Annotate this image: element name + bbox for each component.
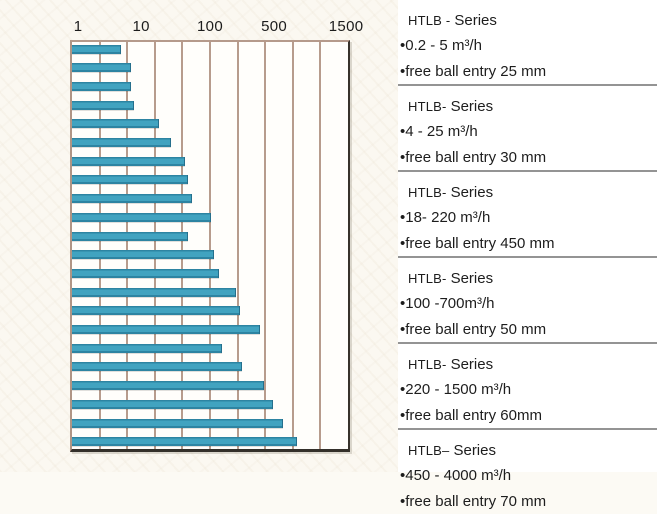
flow-range-bar (72, 101, 134, 110)
series-word: Series (451, 98, 494, 115)
flow-range-bar (72, 325, 260, 334)
flow-range-bar (72, 157, 185, 166)
flow-range-bar (72, 419, 283, 428)
pump-selection-figure: 1 10 100 500 1500 HTLB - Series •0.2 - 5 m³/h… (0, 0, 657, 472)
x-axis-tick-label: 500 (261, 18, 287, 35)
series-heading: HTLB- Series (408, 352, 657, 377)
flow-range-bar (72, 400, 273, 409)
ball-entry: •free ball entry 450 mm (400, 231, 657, 257)
flow-range-bar (72, 437, 297, 446)
series-heading: HTLB- Series (408, 180, 657, 205)
flow-range: •0.2 - 5 m³/h (400, 33, 657, 59)
series-code: HTLB- (408, 99, 447, 114)
series-block-1: HTLB - Series •0.2 - 5 m³/h •free ball en… (398, 0, 657, 86)
x-axis-tick-label: 10 (132, 18, 149, 35)
series-block-6: HTLB– Series •450 - 4000 m³/h •free ball … (398, 430, 657, 514)
flow-range-bar (72, 288, 236, 297)
series-heading: HTLB - Series (408, 8, 657, 33)
series-word: Series (454, 12, 497, 29)
flow-range-bar (72, 269, 219, 278)
ball-entry: •free ball entry 70 mm (400, 489, 657, 514)
x-axis-tick-label: 1500 (329, 18, 364, 35)
flow-range: •450 - 4000 m³/h (400, 463, 657, 489)
flow-range: •4 - 25 m³/h (400, 119, 657, 145)
flow-range-bar (72, 232, 188, 241)
series-block-5: HTLB- Series •220 - 1500 m³/h •free ball … (398, 344, 657, 430)
series-word: Series (451, 270, 494, 287)
x-axis-tick-label: 100 (197, 18, 223, 35)
gridline (319, 42, 321, 449)
series-code: HTLB- (408, 357, 447, 372)
series-heading: HTLB– Series (408, 438, 657, 463)
flow-range-bar (72, 344, 222, 353)
series-heading: HTLB- Series (408, 94, 657, 119)
series-block-4: HTLB- Series •100 -700m³/h •free ball ent… (398, 258, 657, 344)
flow-range-bar (72, 362, 242, 371)
ball-entry: •free ball entry 25 mm (400, 59, 657, 85)
series-block-3: HTLB- Series •18- 220 m³/h •free ball ent… (398, 172, 657, 258)
flow-range-bar (72, 381, 264, 390)
series-block-2: HTLB- Series •4 - 25 m³/h •free ball entr… (398, 86, 657, 172)
series-word: Series (451, 184, 494, 201)
series-code: HTLB- (408, 185, 447, 200)
flow-range-bar (72, 63, 131, 72)
flow-range-bar (72, 45, 121, 54)
flow-range-bar (72, 306, 240, 315)
ball-entry: •free ball entry 30 mm (400, 145, 657, 171)
plot-area (70, 40, 350, 452)
series-heading: HTLB- Series (408, 266, 657, 291)
flow-range-bar (72, 213, 211, 222)
series-code: HTLB - (408, 13, 450, 28)
flow-range: •220 - 1500 m³/h (400, 377, 657, 403)
series-word: Series (451, 356, 494, 373)
gridline (264, 42, 266, 449)
x-axis-tick-label: 1 (74, 18, 83, 35)
flow-range-bar (72, 194, 192, 203)
series-code: HTLB– (408, 443, 449, 458)
flow-range: •18- 220 m³/h (400, 205, 657, 231)
series-code: HTLB- (408, 271, 447, 286)
gridline (292, 42, 294, 449)
flow-range-bar (72, 250, 214, 259)
flow-range: •100 -700m³/h (400, 291, 657, 317)
flow-range-bar (72, 138, 171, 147)
ball-entry: •free ball entry 60mm (400, 403, 657, 429)
ball-entry: •free ball entry 50 mm (400, 317, 657, 343)
flow-range-bar (72, 175, 188, 184)
series-word: Series (453, 442, 496, 459)
flow-range-bar (72, 119, 159, 128)
flow-range-bar (72, 82, 131, 91)
series-info-panel: HTLB - Series •0.2 - 5 m³/h •free ball en… (398, 0, 657, 472)
